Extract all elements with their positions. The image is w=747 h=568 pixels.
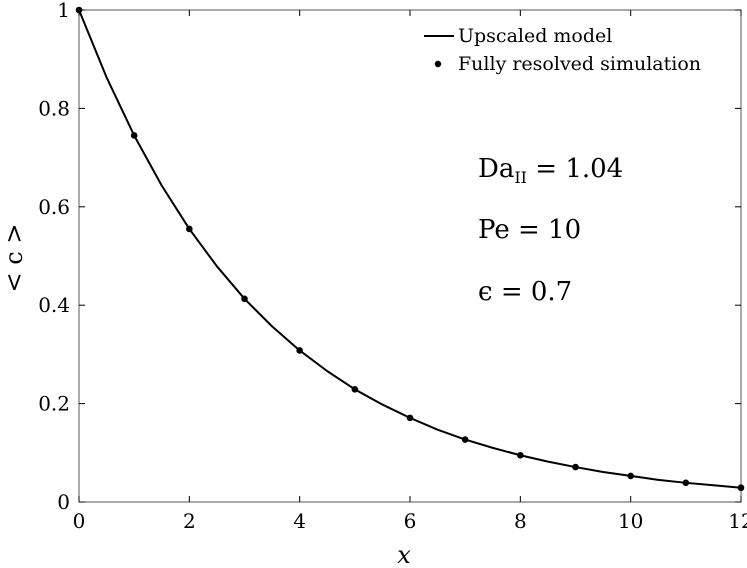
data-point-fully-resolved xyxy=(461,436,469,443)
plot-area xyxy=(75,6,745,492)
legend: Upscaled model Fully resolved simulation xyxy=(424,25,701,75)
x-tick-label: 8 xyxy=(514,509,527,533)
x-tick-label: 6 xyxy=(404,509,417,533)
annotation-da: DaII = 1.04 xyxy=(478,154,623,187)
data-point-fully-resolved xyxy=(296,347,303,354)
data-point-fully-resolved xyxy=(241,295,248,303)
data-point-fully-resolved xyxy=(130,132,138,139)
data-point-fully-resolved xyxy=(627,472,634,480)
annotation-eps: ϵ = 0.7 xyxy=(478,277,572,307)
data-point-fully-resolved xyxy=(572,463,579,471)
x-tick-label: 12 xyxy=(728,509,747,533)
y-tick-label: 0 xyxy=(57,490,70,514)
data-point-fully-resolved xyxy=(186,225,193,233)
parameter-annotations: DaII = 1.04 Pe = 10 ϵ = 0.7 xyxy=(478,154,623,307)
x-axis-label: x xyxy=(397,541,411,568)
x-tick-label: 0 xyxy=(73,509,86,533)
annotation-da-sub: II xyxy=(514,168,527,187)
x-tick-label: 10 xyxy=(618,509,643,533)
annotation-pe: Pe = 10 xyxy=(478,215,581,245)
y-tick-label: 0.8 xyxy=(38,96,70,120)
data-point-fully-resolved xyxy=(737,484,745,492)
axes-frame xyxy=(78,9,742,503)
data-point-fully-resolved xyxy=(682,479,690,487)
axes-box xyxy=(78,9,742,503)
data-point-fully-resolved xyxy=(351,386,359,393)
data-point-fully-resolved xyxy=(517,451,524,459)
y-axis-label: < c > xyxy=(0,224,28,293)
legend-label-scatter: Fully resolved simulation xyxy=(458,53,701,75)
annotation-da-main: Da xyxy=(478,154,514,184)
axis-ticks: 0 2 4 6 8 10 12 0 0.2 0.4 0.6 0.8 1 xyxy=(38,0,747,533)
y-tick-label: 0.6 xyxy=(38,195,70,219)
x-tick-label: 4 xyxy=(293,509,306,533)
data-point-fully-resolved xyxy=(406,414,414,422)
y-tick-label: 0.2 xyxy=(38,392,70,416)
legend-label-line: Upscaled model xyxy=(458,25,612,47)
annotation-da-rest: = 1.04 xyxy=(527,154,623,184)
y-tick-label: 1 xyxy=(57,0,70,22)
x-tick-label: 2 xyxy=(183,509,196,533)
legend-marker-swatch xyxy=(434,60,442,68)
data-point-fully-resolved xyxy=(75,6,83,14)
y-tick-label: 0.4 xyxy=(38,293,70,317)
